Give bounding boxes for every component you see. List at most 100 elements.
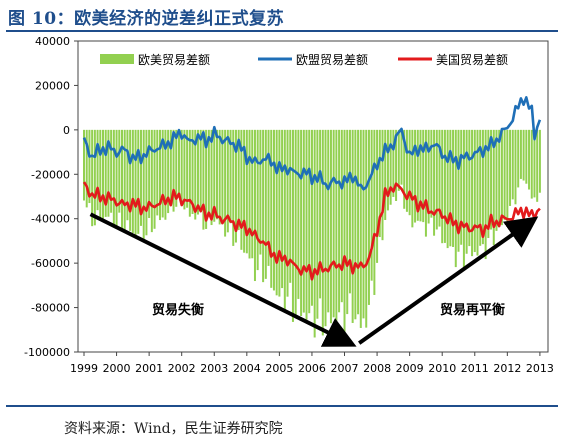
bar-eu-us-balance [101,129,104,219]
bar-eu-us-balance [245,129,248,254]
bar-eu-us-balance [530,129,533,199]
bar-eu-us-balance [175,129,178,207]
bar-eu-us-balance [221,129,224,225]
bar-eu-us-balance [93,129,96,226]
bar-eu-us-balance [134,129,137,235]
bar-eu-us-balance [457,129,460,252]
bar-eu-us-balance [400,129,403,185]
bar-eu-us-balance [281,129,284,289]
bar-eu-us-balance [207,129,210,214]
x-tick-label: 1999 [70,362,98,375]
bar-eu-us-balance [196,129,199,215]
bar-eu-us-balance [232,129,235,246]
bar-eu-us-balance [302,129,305,313]
bar-eu-us-balance [324,129,327,327]
legend-label: 欧盟贸易差额 [296,53,368,67]
bar-eu-us-balance [126,129,129,221]
bar-eu-us-balance [490,129,493,230]
bar-eu-us-balance [373,129,376,295]
bar-eu-us-balance [525,129,528,184]
bar-eu-us-balance [343,129,346,337]
bar-eu-us-balance [237,129,240,231]
bar-eu-us-balance [498,129,501,224]
bar-eu-us-balance [471,129,474,257]
bar-eu-us-balance [511,129,514,200]
bar-eu-us-balance [495,129,498,231]
bar-eu-us-balance [191,129,194,215]
y-tick-label: -100000 [24,346,70,359]
bar-eu-us-balance [205,129,208,229]
bar-eu-us-balance [411,129,414,228]
bar-eu-us-balance [338,129,341,313]
bar-eu-us-balance [148,129,151,218]
bar-eu-us-balance [433,129,436,236]
axes-group: 40000 20000 0 -20000 -40000 -60000 -80000 -1000… [24,35,554,375]
bar-eu-us-balance [153,129,156,229]
y-tick-label: -60000 [31,257,70,270]
x-tick-label: 2007 [331,362,359,375]
bar-eu-us-balance [259,129,262,255]
bar-eu-us-balance [310,129,313,306]
bar-eu-us-balance [243,129,246,253]
bar-eu-us-balance [405,129,408,212]
bar-eu-us-balance [188,129,191,217]
bar-eu-us-balance [251,129,254,259]
bar-eu-us-balance [286,129,289,297]
bar-eu-us-balance [528,129,531,190]
y-tick-label: 0 [63,124,70,137]
legend-label: 美国贸易差额 [436,53,508,67]
bar-eu-us-balance [367,129,370,305]
bar-eu-us-balance [118,129,121,213]
annotation-rebalance: 贸易再平衡 [440,302,505,318]
bar-eu-us-balance [408,129,411,216]
bar-eu-us-balance [129,129,132,231]
lines-group [82,96,542,281]
bar-eu-us-balance [533,129,536,198]
bar-eu-us-balance [300,129,303,316]
bar-eu-us-balance [120,129,123,230]
bar-eu-us-balance [492,129,495,246]
bar-eu-us-balance [91,129,94,227]
bar-eu-us-balance [283,129,286,313]
bar-eu-us-balance [473,129,476,253]
bar-eu-us-balance [327,129,330,313]
bar-eu-us-balance [321,129,324,336]
bar-eu-us-balance [183,129,186,210]
bar-eu-us-balance [430,129,433,218]
bar-eu-us-balance [503,129,506,220]
bar-eu-us-balance [262,129,265,283]
bar-eu-us-balance [139,129,142,226]
bar-eu-us-balance [226,129,229,233]
bar-eu-us-balance [264,129,267,279]
bar-eu-us-balance [131,129,134,233]
bar-eu-us-balance [294,129,297,318]
bar-eu-us-balance [449,129,452,247]
bar-eu-us-balance [158,129,161,221]
bar-eu-us-balance [479,129,482,246]
bar-eu-us-balance [107,129,110,217]
y-tick-label: -40000 [31,213,70,226]
bar-eu-us-balance [441,129,444,244]
bar-eu-us-balance [536,129,539,202]
bar-eu-us-balance [99,129,102,218]
bar-eu-us-balance [224,129,227,237]
bar-eu-us-balance [443,129,446,243]
arrow-rebalance [358,216,539,345]
bar-eu-us-balance [359,129,362,328]
bar-eu-us-balance [376,129,379,263]
bar-eu-us-balance [167,129,170,214]
bar-eu-us-balance [389,129,392,205]
bar-eu-us-balance [392,129,395,197]
bar-eu-us-balance [506,129,509,222]
bar-eu-us-balance [272,129,275,291]
x-tick-label: 2000 [103,362,131,375]
bar-eu-us-balance [348,129,351,294]
bar-eu-us-balance [194,129,197,220]
bar-eu-us-balance [202,129,205,230]
bar-eu-us-balance [253,129,256,282]
bar-eu-us-balance [335,129,338,326]
bar-eu-us-balance [96,129,99,211]
bar-eu-us-balance [316,129,319,319]
bar-eu-us-balance [164,129,167,220]
bar-eu-us-balance [500,129,503,226]
